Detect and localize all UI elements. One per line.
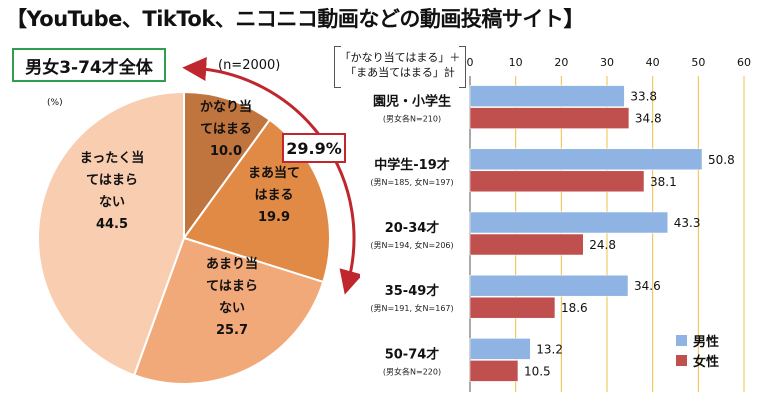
bar-female-4 — [469, 360, 519, 382]
bar-female-1 — [469, 170, 645, 193]
pie-chart: かなり当てはまる10.0まあ当てはまる19.9あまり当てはまらない25.7まった… — [37, 57, 360, 385]
legend-label-female: 女性 — [693, 354, 720, 370]
bar-value-label: 38.1 — [650, 175, 677, 189]
legend-swatch-male — [676, 334, 687, 346]
bar-female-0 — [469, 107, 630, 129]
bar-value-label: 43.3 — [674, 216, 701, 230]
pie-value-label-3: 44.5 — [96, 217, 128, 232]
category-sample-note: (男女各N=220) — [383, 366, 441, 376]
legend-note: 「かなり当てはまる」＋ 「まあ当てはまる」計 — [334, 44, 466, 88]
combined-percent-callout: 29.9% — [282, 133, 346, 163]
pie-slice-label-3: ない — [99, 195, 125, 210]
category-sample-note: (男N=191, 女N=167) — [370, 303, 453, 313]
category-label: 20-34才 — [385, 220, 440, 236]
x-tick-label: 20 — [554, 56, 568, 69]
category-sample-note: (男N=185, 女N=197) — [370, 177, 453, 187]
x-tick-label: 50 — [691, 56, 705, 69]
category-label: 園児・小学生 — [373, 94, 451, 110]
legend-note-line1: 「かなり当てはまる」＋ — [339, 51, 461, 64]
bar-male-3 — [469, 274, 629, 297]
bar-male-1 — [469, 148, 703, 171]
bar-value-label: 24.8 — [589, 238, 616, 252]
percent-unit-label: (%) — [47, 98, 63, 108]
category-sample-note: (男N=194, 女N=206) — [370, 240, 453, 250]
x-tick-label: 0 — [467, 56, 474, 69]
pie-slice-3 — [37, 90, 185, 377]
bar-female-3 — [469, 296, 556, 319]
pie-slice-label-2: ない — [219, 301, 245, 316]
pie-value-label-2: 25.7 — [216, 323, 248, 338]
category-label: 中学生-19才 — [374, 157, 450, 173]
legend-note-line2: 「まあ当てはまる」計 — [345, 66, 455, 79]
bar-male-4 — [469, 338, 531, 360]
right-bracket — [459, 46, 466, 88]
scope-label: 男女3-74才全体 — [12, 48, 166, 82]
x-tick-label: 60 — [737, 56, 751, 69]
bar-value-label: 34.6 — [634, 279, 661, 293]
bar-value-label: 50.8 — [708, 153, 735, 167]
pie-slice-label-3: てはまら — [86, 173, 138, 188]
bar-value-label: 34.8 — [635, 112, 662, 126]
bar-value-label: 33.8 — [630, 90, 657, 104]
legend-item-male: 男性 — [676, 330, 719, 350]
bar-value-label: 13.2 — [536, 342, 563, 356]
category-label: 35-49才 — [385, 283, 440, 299]
bar-male-2 — [469, 211, 668, 234]
legend-item-female: 女性 — [676, 350, 719, 370]
legend-label-male: 男性 — [693, 334, 720, 350]
page-title: 【YouTube、TikTok、ニコニコ動画などの動画投稿サイト】 — [6, 7, 584, 31]
x-tick-label: 40 — [646, 56, 660, 69]
category-sample-note: (男女各N=210) — [383, 114, 441, 124]
pie-slice-label-3: まったく当 — [80, 150, 144, 166]
bar-male-0 — [469, 85, 625, 107]
bar-legend: 男性 女性 — [676, 330, 719, 370]
bar-female-2 — [469, 233, 584, 256]
x-tick-label: 10 — [509, 56, 523, 69]
bar-value-label: 18.6 — [561, 301, 588, 315]
left-bracket — [334, 46, 341, 88]
bar-value-label: 10.5 — [524, 364, 551, 378]
category-label: 50-74才 — [385, 346, 440, 362]
x-tick-label: 30 — [600, 56, 614, 69]
legend-swatch-female — [676, 354, 687, 366]
